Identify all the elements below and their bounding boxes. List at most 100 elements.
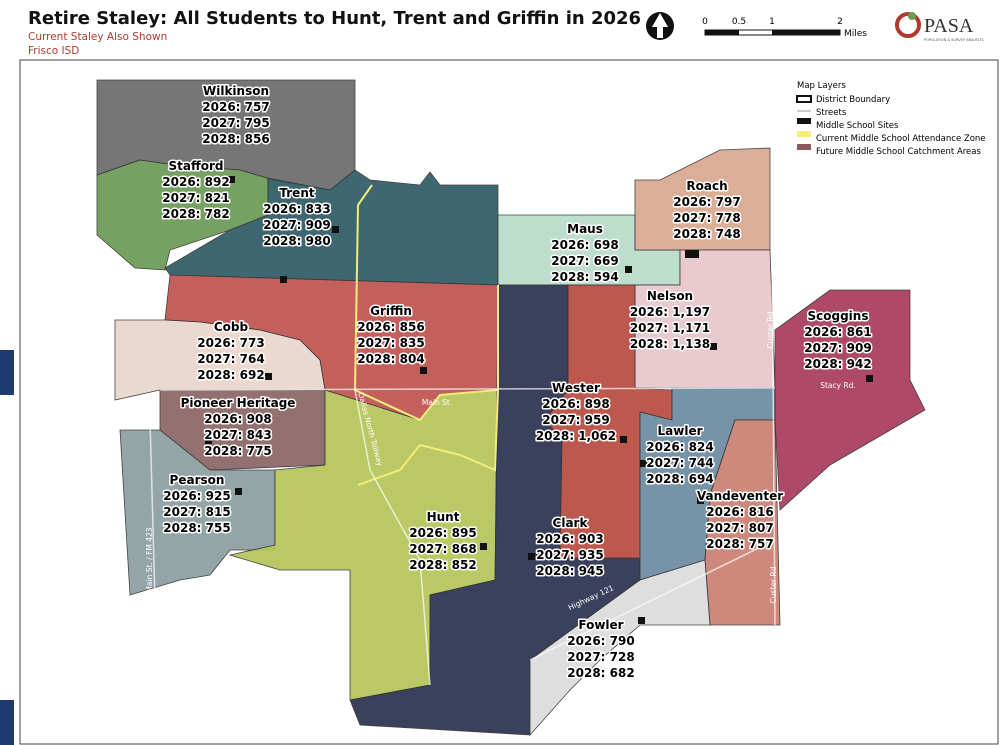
zone-projection: 2027: 807 xyxy=(706,521,773,535)
zone-projection: 2027: 815 xyxy=(163,505,230,519)
zone-name: Wilkinson xyxy=(203,84,269,98)
zone-projection: 2028: 1,138 xyxy=(630,337,710,351)
zone-projection: 2028: 594 xyxy=(551,270,618,284)
district: Frisco ISD xyxy=(28,45,79,57)
zone-scoggins xyxy=(774,289,926,511)
school-sites xyxy=(205,176,873,624)
zone-name: Nelson xyxy=(647,289,693,303)
zone-projection: 2026: 903 xyxy=(536,532,603,546)
zone-projection: 2026: 824 xyxy=(646,440,713,454)
zone-projection: 2027: 728 xyxy=(567,650,634,664)
zone-projection: 2028: 755 xyxy=(163,521,230,535)
cut-off-shape xyxy=(0,700,14,745)
zone-name: Wester xyxy=(552,381,600,395)
zone-name: Pearson xyxy=(170,473,225,487)
zone-projection: 2028: 692 xyxy=(197,368,264,382)
zone-projection: 2026: 908 xyxy=(204,412,271,426)
subtitle: Current Staley Also Shown xyxy=(28,31,167,43)
zone-projection: 2028: 942 xyxy=(804,357,871,371)
zone-projection: 2027: 1,171 xyxy=(630,321,710,335)
zone-projection: 2026: 698 xyxy=(551,238,618,252)
major-streets xyxy=(149,249,776,686)
zone-projection: 2026: 898 xyxy=(542,397,609,411)
zone-projection: 2027: 795 xyxy=(202,116,269,130)
legend-item: Streets xyxy=(816,108,847,118)
zone-projection: 2027: 835 xyxy=(357,336,424,350)
zone-fowler xyxy=(529,559,711,737)
zone-projection: 2027: 669 xyxy=(551,254,618,268)
scale-unit: Miles xyxy=(844,29,867,39)
current-zone xyxy=(353,184,499,486)
scale-label: 0.5 xyxy=(732,17,746,27)
zone-projection: 2026: 925 xyxy=(163,489,230,503)
legend-item: Future Middle School Catchment Areas xyxy=(816,147,981,157)
zone-name: Roach xyxy=(686,179,727,193)
zone-projection: 2026: 797 xyxy=(673,195,740,209)
legend-item: Middle School Sites xyxy=(816,121,899,131)
zone-trent xyxy=(164,169,499,286)
zone-projection: 2026: 757 xyxy=(202,100,269,114)
street-label: Main St. / FM 423 xyxy=(145,527,154,592)
scale-label: 2 xyxy=(837,17,843,27)
street-label: Custer Rd xyxy=(766,311,775,348)
scale-bar xyxy=(704,29,841,36)
zone-projection: 2028: 782 xyxy=(162,207,229,221)
zone-projection: 2027: 764 xyxy=(197,352,264,366)
zone-projection: 2028: 852 xyxy=(409,558,476,572)
zone-name: Vandeventer xyxy=(697,489,783,503)
zone-name: Cobb xyxy=(214,320,249,334)
zone-name: Maus xyxy=(567,222,603,236)
scale-label: 1 xyxy=(769,17,775,27)
zone-projection: 2028: 945 xyxy=(536,564,603,578)
street-label: Main St. xyxy=(422,398,452,407)
logo-tagline: POPULATION & SURVEY ANALYSTS xyxy=(924,38,984,42)
north-arrow xyxy=(646,12,674,40)
zone-name: Griffin xyxy=(370,304,412,318)
legend-item: Current Middle School Attendance Zone xyxy=(816,134,986,144)
zone-projection: 2026: 892 xyxy=(162,175,229,189)
zone-projection: 2027: 909 xyxy=(263,218,330,232)
legend-item: District Boundary xyxy=(816,95,890,105)
zone-projection: 2026: 773 xyxy=(197,336,264,350)
zone-projection: 2027: 909 xyxy=(804,341,871,355)
zone-projection: 2027: 935 xyxy=(536,548,603,562)
zone-name: Scoggins xyxy=(808,309,869,323)
zone-projection: 2026: 790 xyxy=(567,634,634,648)
zone-name: Hunt xyxy=(427,510,460,524)
zone-name: Clark xyxy=(553,516,589,530)
zone-projection: 2026: 895 xyxy=(409,526,476,540)
zone-projection: 2026: 856 xyxy=(357,320,424,334)
zones xyxy=(96,79,926,737)
zone-projection: 2028: 694 xyxy=(646,472,713,486)
zone-projection: 2026: 861 xyxy=(804,325,871,339)
zone-projection: 2028: 980 xyxy=(263,234,330,248)
zone-projection: 2027: 959 xyxy=(542,413,609,427)
zone-name: Fowler xyxy=(578,618,623,632)
zone-projection: 2028: 804 xyxy=(357,352,424,366)
logo-name: PASA xyxy=(924,15,974,37)
street-label: Stacy Rd. xyxy=(820,381,856,390)
zone-projection: 2026: 833 xyxy=(263,202,330,216)
logo xyxy=(895,12,921,38)
zone-name: Trent xyxy=(279,186,314,200)
zone-projection: 2026: 1,197 xyxy=(630,305,710,319)
zone-projection: 2028: 757 xyxy=(706,537,773,551)
zone-projection: 2027: 778 xyxy=(673,211,740,225)
legend xyxy=(796,95,812,150)
zone-projection: 2027: 868 xyxy=(409,542,476,556)
zone-name: Lawler xyxy=(658,424,703,438)
zone-projection: 2026: 816 xyxy=(706,505,773,519)
zone-projection: 2027: 843 xyxy=(204,428,271,442)
legend-title: Map Layers xyxy=(797,81,846,91)
zone-projection: 2028: 682 xyxy=(567,666,634,680)
zone-name: Stafford xyxy=(169,159,224,173)
zone-projection: 2028: 1,062 xyxy=(536,429,616,443)
cut-off-shape xyxy=(0,350,14,395)
title: Retire Staley: All Students to Hunt, Tre… xyxy=(28,8,641,29)
zone-projection: 2027: 821 xyxy=(162,191,229,205)
street-label: Custer Rd xyxy=(769,566,778,603)
scale-label: 0 xyxy=(702,17,708,27)
zone-cobb xyxy=(114,319,326,401)
